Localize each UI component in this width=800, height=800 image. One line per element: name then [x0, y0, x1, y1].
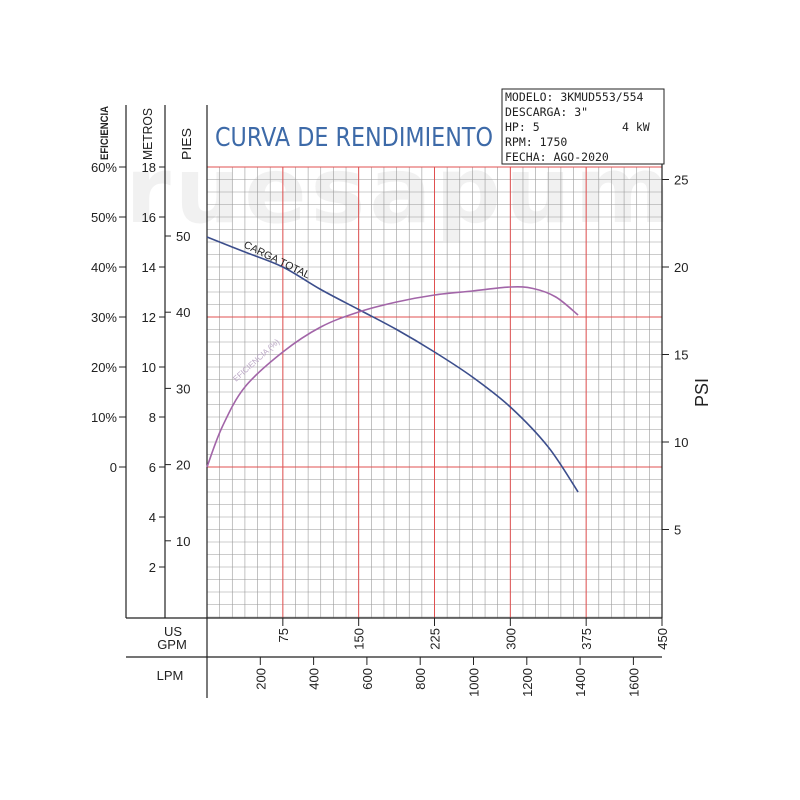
pies-tick-label: 40: [176, 305, 190, 320]
info-fecha: FECHA: AGO-2020: [505, 150, 609, 164]
lpm-tick-label: 1400: [573, 668, 588, 697]
pies-axis-header: PIES: [179, 128, 194, 160]
gpm-tick-label: 375: [579, 628, 594, 650]
chart-frame: [125, 105, 663, 698]
chart-title: CURVA DE RENDIMIENTO: [215, 123, 493, 153]
gpm-tick-label: 450: [655, 628, 670, 650]
carga-total-curve: [206, 236, 579, 493]
info-model: MODELO: 3KMUD553/554: [505, 90, 644, 104]
info-kw: 4 kW: [622, 120, 650, 134]
metros-tick-label: 16: [142, 210, 156, 225]
metros-tick-label: 8: [149, 410, 156, 425]
metros-axis-header: METROS: [140, 108, 155, 160]
eficiencia-curve-label: EFICIENCIA (%): [231, 337, 281, 383]
info-hp: HP: 5: [505, 120, 540, 134]
us-gpm-header-line2: GPM: [157, 637, 187, 652]
lpm-tick-label: 1600: [626, 668, 641, 697]
gpm-tick-label: 150: [352, 628, 367, 650]
psi-tick-label: 10: [674, 435, 688, 450]
us-gpm-header-line1: US: [164, 624, 182, 639]
info-box: [501, 88, 665, 165]
psi-tick-label: 25: [674, 173, 688, 188]
pies-tick-label: 20: [176, 458, 190, 473]
info-descarga: DESCARGA: 3": [505, 105, 588, 119]
psi-axis-header: PSI: [692, 378, 712, 407]
metros-tick-label: 14: [142, 260, 156, 275]
metros-tick-label: 4: [149, 510, 156, 525]
lpm-tick-label: 200: [253, 668, 268, 690]
pies-tick-label: 30: [176, 381, 190, 396]
pies-tick-label: 50: [176, 229, 190, 244]
lpm-tick-label: 1200: [520, 668, 535, 697]
eficiencia-tick-label: 0: [110, 460, 117, 475]
eficiencia-tick-label: 10%: [91, 410, 117, 425]
lpm-tick-label: 400: [307, 668, 322, 690]
gpm-tick-label: 300: [503, 628, 518, 650]
lpm-header: LPM: [157, 668, 184, 683]
metros-tick-label: 2: [149, 560, 156, 575]
info-rpm: RPM: 1750: [505, 135, 567, 149]
gpm-tick-label: 75: [276, 628, 291, 642]
eficiencia-curve: [206, 286, 579, 468]
eficiencia-tick-label: 60%: [91, 160, 117, 175]
eficiencia-tick-label: 50%: [91, 210, 117, 225]
eficiencia-axis-header: EFICIENCIA: [99, 106, 111, 160]
psi-tick-label: 5: [674, 523, 681, 538]
metros-tick-label: 12: [142, 310, 156, 325]
lpm-tick-label: 600: [360, 668, 375, 690]
pies-tick-label: 10: [176, 534, 190, 549]
lpm-tick-label: 800: [413, 668, 428, 690]
metros-tick-label: 10: [142, 360, 156, 375]
eficiencia-tick-label: 20%: [91, 360, 117, 375]
curves: [206, 236, 579, 493]
psi-tick-label: 20: [674, 260, 688, 275]
gpm-tick-label: 225: [428, 628, 443, 650]
carga-total-label: CARGA TOTAL: [242, 239, 312, 282]
eficiencia-tick-label: 30%: [91, 310, 117, 325]
metros-tick-label: 6: [149, 460, 156, 475]
psi-tick-label: 15: [674, 348, 688, 363]
metros-tick-label: 18: [142, 160, 156, 175]
plot-grid: [206, 166, 663, 618]
eficiencia-tick-label: 40%: [91, 260, 117, 275]
lpm-tick-label: 1000: [467, 668, 482, 697]
axis-ticks: 0 10% 20% 30% 40% 50% 60% 2 4 6 8 10 12 14 16 18 10 20 30 4…: [91, 160, 689, 697]
